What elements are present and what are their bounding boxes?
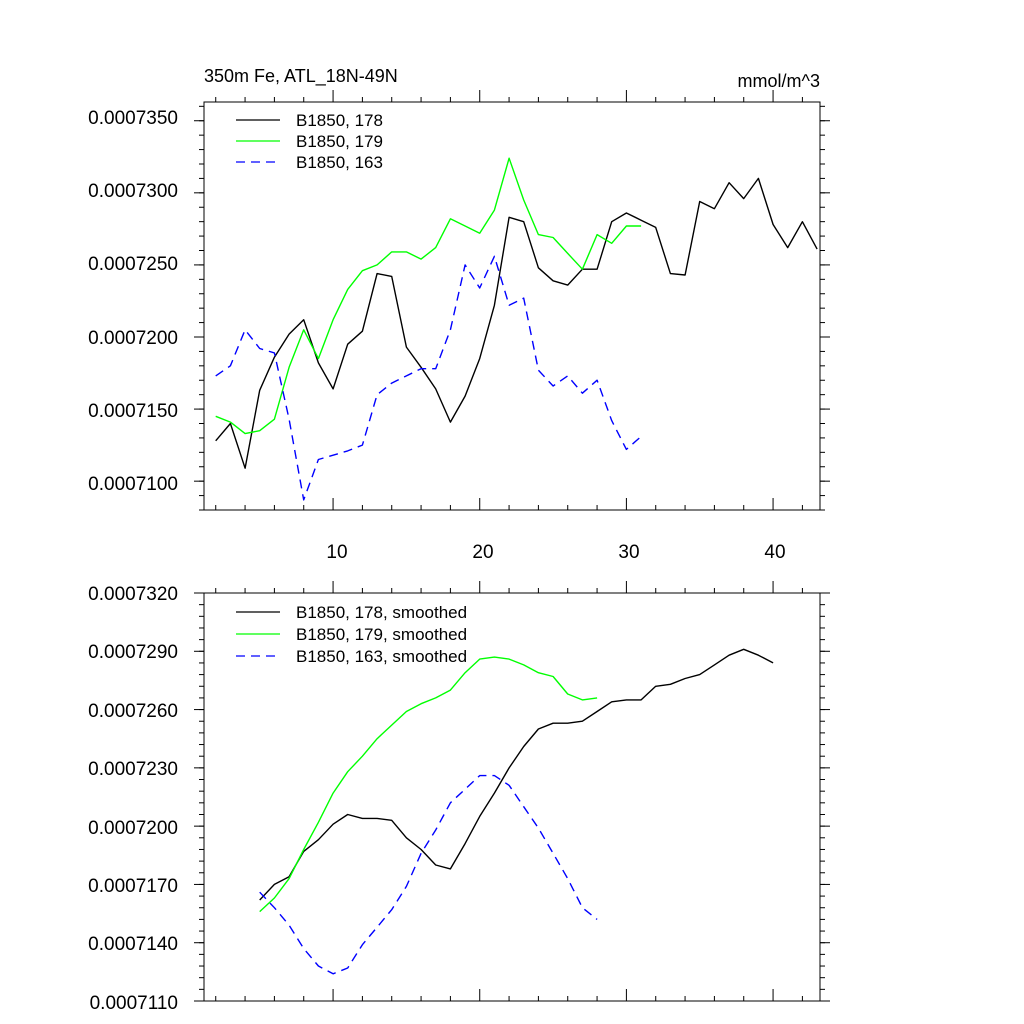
bottom-y-tick-label: 0.0007110 (90, 993, 178, 1014)
top-x-tick-label: 40 (764, 542, 785, 563)
bottom-plot-frame (203, 592, 821, 1002)
top-y-tick-label: 0.0007150 (88, 401, 178, 422)
bottom-y-tick-label: 0.0007200 (88, 818, 178, 839)
legend-label-163-smoothed: B1850, 163, smoothed (296, 647, 467, 666)
legend-label-178-smoothed: B1850, 178, smoothed (296, 603, 467, 622)
bottom-y-tick-label: 0.0007230 (88, 759, 178, 780)
top-series-line-1 (215, 157, 642, 435)
top-plot-frame (203, 101, 821, 511)
top-y-tick-label: 0.0007200 (88, 328, 178, 349)
top-series-line-0 (215, 177, 818, 469)
top-y-tick-label: 0.0007250 (88, 254, 178, 275)
legend-label-179-smoothed: B1850, 179, smoothed (296, 625, 467, 644)
top-series-lines (215, 157, 818, 501)
bottom-series-lines (259, 648, 774, 975)
bottom-series-line-1 (259, 656, 598, 913)
bottom-y-tick-label: 0.0007320 (88, 584, 178, 605)
bottom-y-tick-label: 0.0007140 (88, 934, 178, 955)
top-panel-title: 350m Fe, ATL_18N-49N (204, 66, 398, 87)
top-x-tick-label: 20 (472, 542, 493, 563)
bottom-y-tick-label: 0.0007260 (88, 701, 178, 722)
top-panel-units: mmol/m^3 (738, 71, 820, 91)
top-y-tick-label: 0.0007100 (88, 474, 178, 495)
top-y-tick-label: 0.0007350 (88, 108, 178, 129)
top-x-tick-label: 10 (326, 542, 347, 563)
legend-label-163: B1850, 163 (296, 153, 383, 172)
bottom-series-line-2 (259, 774, 598, 975)
bottom-axis-ticks (194, 581, 830, 1002)
legend-label-179: B1850, 179 (296, 132, 383, 151)
legend-label-178: B1850, 178 (296, 111, 383, 130)
bottom-panel: 0.0007320 0.0007290 0.0007260 0.0007230 … (88, 581, 830, 1014)
top-panel: 350m Fe, ATL_18N-49N mmol/m^3 0.0007350 … (88, 66, 830, 563)
bottom-series-line-0 (259, 648, 774, 901)
top-legend: B1850, 178 B1850, 179 B1850, 163 (236, 111, 383, 172)
top-y-tick-label: 0.0007300 (88, 181, 178, 202)
top-x-tick-label: 30 (618, 542, 639, 563)
bottom-y-tick-label: 0.0007290 (88, 642, 178, 663)
top-series-line-2 (215, 255, 642, 501)
bottom-y-tick-label: 0.0007170 (88, 876, 178, 897)
top-axis-ticks (194, 90, 830, 511)
bottom-legend: B1850, 178, smoothed B1850, 179, smoothe… (236, 603, 467, 666)
